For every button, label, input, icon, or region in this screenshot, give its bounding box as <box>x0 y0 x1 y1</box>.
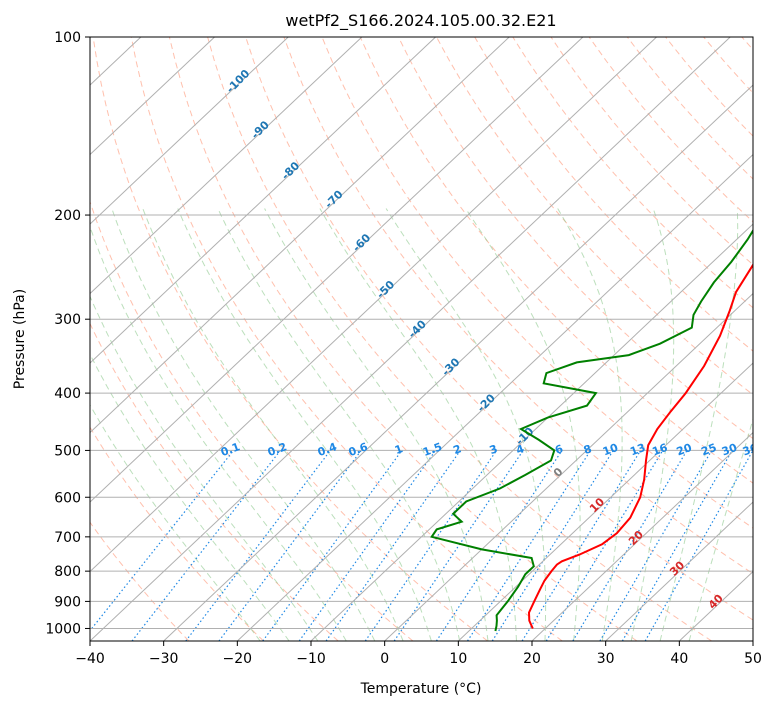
mixing-ratio-line <box>90 450 235 632</box>
dry-adiabat-line <box>92 37 488 641</box>
dry-adiabat-line <box>90 322 339 641</box>
dry-adiabat-line <box>436 37 753 396</box>
mixing-ratio-label: 8 <box>582 442 594 457</box>
temperature-profile-line <box>527 263 753 629</box>
dry-adiabat-line <box>283 37 753 575</box>
moist-adiabat-line <box>264 208 489 641</box>
isobars <box>90 37 753 629</box>
moist-adiabat-line <box>659 208 739 641</box>
isotherm-line <box>384 292 753 641</box>
mixing-ratio-line <box>644 450 753 641</box>
x-tick-label: 30 <box>597 651 615 667</box>
x-tick-label: −20 <box>223 651 253 667</box>
x-tick-label: −30 <box>149 651 179 667</box>
isotherm-line <box>90 37 215 156</box>
y-tick-label: 300 <box>54 312 81 328</box>
moist-adiabat-line <box>142 208 404 641</box>
isotherm-line <box>605 501 753 641</box>
mixing-ratio-label: 13 <box>628 441 647 458</box>
mixing-ratio-labels: 0.1 0.2 0.4 0.6 1 1.5 2 3 4 6 8 10 13 16 20 25 30 36 <box>219 440 760 459</box>
dewpoint-profile-line <box>430 228 753 632</box>
mixing-ratio-label: 0.6 <box>347 440 370 459</box>
isotherm-line <box>310 223 753 641</box>
y-tick-label: 900 <box>54 594 81 610</box>
dry-adiabat-line <box>245 37 753 621</box>
y-tick-label: 700 <box>54 530 81 546</box>
moist-adiabat-line <box>90 295 319 641</box>
y-tick-label: 400 <box>54 386 81 402</box>
isotherm-line <box>90 37 657 573</box>
x-axis-ticks: −40 −30 −20 −10 0 10 20 30 40 50 <box>75 641 762 667</box>
mixing-ratio-label: 3 <box>488 442 500 457</box>
x-tick-label: 10 <box>449 651 467 667</box>
isotherm-line <box>90 37 436 364</box>
isotherm-line <box>457 362 753 641</box>
y-tick-label: 600 <box>54 490 81 506</box>
mixing-ratio-label: 0.4 <box>316 440 339 459</box>
isotherm-line <box>90 37 731 641</box>
isotherm-line <box>163 84 753 641</box>
chart-title: wetPf2_S166.2024.105.00.32.E21 <box>285 11 556 31</box>
y-axis-ticks: 1000 900 800 700 600 500 400 300 200 100 <box>45 30 90 637</box>
moist-adiabat-line <box>630 208 675 641</box>
mixing-ratio-line <box>325 450 461 641</box>
mixing-ratio-label: 16 <box>651 441 670 459</box>
mixing-ratio-label: 10 <box>601 441 620 459</box>
mixing-ratio-line <box>298 450 437 641</box>
moist-adiabat-line <box>319 208 517 641</box>
mixing-ratio-line <box>521 450 642 641</box>
mixing-ratio-line <box>491 450 614 641</box>
isotherm-line <box>90 37 584 503</box>
y-axis-label: Pressure (hPa) <box>12 289 28 389</box>
mixing-ratio-label: 4 <box>514 442 526 457</box>
x-tick-label: 40 <box>670 651 688 667</box>
x-tick-label: −40 <box>75 651 105 667</box>
moist-adiabat-line <box>90 225 347 641</box>
x-tick-label: 20 <box>523 651 541 667</box>
isotherm-line <box>90 37 363 295</box>
mixing-ratio-line <box>621 450 733 641</box>
mixing-ratio-label: 1.5 <box>421 440 444 459</box>
x-tick-label: 50 <box>744 651 762 667</box>
x-tick-label: −10 <box>296 651 326 667</box>
mixing-ratio-line <box>467 450 592 641</box>
mixing-ratio-label: 25 <box>699 441 718 458</box>
mixing-ratio-label: 0.2 <box>266 440 289 459</box>
mixing-ratio-label: 2 <box>452 442 464 457</box>
dry-adiabat-line <box>474 37 753 352</box>
dry-adiabat-line <box>359 37 753 484</box>
isotherm-line <box>90 37 289 225</box>
isotherm-line <box>531 431 753 641</box>
mixing-ratio-label: 1 <box>393 442 405 457</box>
moist-adiabat-line <box>688 417 753 641</box>
mixing-ratio-line <box>262 450 403 641</box>
mixing-ratio-label: 30 <box>720 441 739 459</box>
y-tick-label: 500 <box>54 443 81 459</box>
dry-adiabat-line <box>397 37 753 440</box>
mixing-ratio-line <box>364 450 498 641</box>
x-axis-label: Temperature (°C) <box>360 681 482 697</box>
isotherms <box>90 37 753 641</box>
mixing-ratio-label: 36 <box>741 441 760 459</box>
mixing-ratio-line <box>131 450 281 641</box>
y-tick-label: 800 <box>54 564 81 580</box>
dry-adiabat-line <box>168 37 638 641</box>
mixing-ratio-label: 20 <box>675 441 694 459</box>
dry-adiabat-line <box>512 37 753 309</box>
mixing-ratio-label: 0.1 <box>219 440 242 459</box>
y-tick-label: 1000 <box>45 621 81 637</box>
mixing-ratio-label: 6 <box>553 442 565 457</box>
mixing-ratio-line <box>572 450 688 641</box>
isotherm-line <box>236 153 753 641</box>
y-tick-label: 200 <box>54 208 81 224</box>
y-tick-label: 100 <box>54 30 81 46</box>
x-tick-label: 0 <box>380 651 389 667</box>
plot-frame <box>89 36 754 642</box>
mixing-ratio-line <box>599 450 713 641</box>
dry-adiabat-line <box>90 426 264 641</box>
isotherm-line <box>90 37 510 434</box>
